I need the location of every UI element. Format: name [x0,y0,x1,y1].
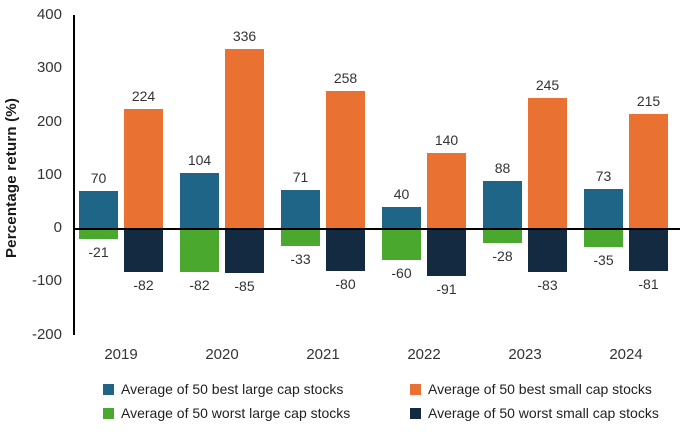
bar-value-label: 140 [434,132,459,149]
bar-2020-series2 [180,228,219,272]
bar-value-label: -91 [436,281,457,298]
bar-value-label: 336 [232,28,257,45]
bar-2024-series0 [584,189,623,228]
bar-2023-series3 [528,228,567,273]
bar-value-label: 245 [535,76,560,93]
bar-2020-series1 [225,49,264,228]
legend-label: Average of 50 best large cap stocks [121,381,344,397]
y-tick-label: -100 [31,272,62,290]
bar-2019-series3 [124,228,163,272]
bar-value-label: -35 [593,251,614,268]
bar-2020-series3 [225,228,264,274]
bar-value-label: 224 [131,87,156,104]
bar-2024-series2 [584,228,623,247]
bar-value-label: -83 [537,277,558,294]
x-label-2023: 2023 [508,346,542,363]
y-tick-label: 0 [53,219,62,236]
x-label-2019: 2019 [104,346,138,363]
legend-label: Average of 50 worst large cap stocks [121,405,351,421]
bar-value-label: -82 [133,276,154,293]
legend-item: Average of 50 worst large cap stocks [103,405,410,421]
bar-value-label: -81 [638,276,659,293]
bar-value-label: 88 [494,160,511,177]
legend-item: Average of 50 best small cap stocks [410,381,659,397]
bar-2023-series2 [483,228,522,243]
bar-2022-series3 [427,228,466,277]
bar-value-label: 40 [393,185,410,202]
bar-2024-series1 [629,113,668,228]
legend-label: Average of 50 worst small cap stocks [428,405,659,421]
bar-2022-series2 [382,228,421,260]
bar-value-label: 215 [636,92,661,109]
chart-legend: Average of 50 best large cap stocks Avera… [103,381,659,421]
bar-2020-series0 [180,172,219,228]
y-tick-label: 100 [36,165,62,183]
bar-2024-series3 [629,228,668,272]
x-label-2021: 2021 [306,346,340,363]
y-tick-label: 400 [36,6,62,23]
bar-value-label: -85 [234,278,255,295]
legend-item: Average of 50 best large cap stocks [103,381,410,397]
bar-2023-series1 [528,97,567,228]
bar-2023-series0 [483,181,522,228]
bar-value-label: -80 [335,275,356,292]
bar-2021-series2 [281,228,320,246]
y-tick-label: -200 [31,325,62,343]
bar-value-label: 71 [292,169,309,186]
legend-label: Average of 50 best small cap stocks [428,381,652,397]
bar-value-label: 73 [595,168,612,185]
bar-2021-series3 [326,228,365,271]
bar-2019-series2 [79,228,118,240]
bar-2022-series1 [427,153,466,228]
legend-swatch [103,407,114,419]
x-label-2024: 2024 [609,346,643,363]
x-label-2022: 2022 [407,346,441,363]
bar-value-label: -21 [88,244,109,261]
y-axis-line [73,15,75,335]
bar-2019-series1 [124,108,163,228]
legend-swatch [410,383,421,395]
y-tick-label: 300 [36,59,62,77]
bar-value-label: 70 [90,169,107,186]
bar-value-label: -82 [189,276,210,293]
bar-value-label: 104 [187,151,212,168]
bar-2021-series0 [281,190,320,228]
bar-value-label: 258 [333,69,358,86]
y-tick-label: 200 [36,112,62,130]
bar-2021-series1 [326,90,365,228]
legend-item: Average of 50 worst small cap stocks [410,405,659,421]
bar-value-label: -28 [492,247,513,264]
legend-swatch [103,383,114,395]
bar-value-label: -60 [391,264,412,281]
bar-2022-series0 [382,206,421,228]
bar-2019-series0 [79,190,118,228]
legend-swatch [410,407,421,419]
zero-line [73,228,680,230]
bar-value-label: -33 [290,250,311,267]
x-label-2020: 2020 [205,346,239,363]
